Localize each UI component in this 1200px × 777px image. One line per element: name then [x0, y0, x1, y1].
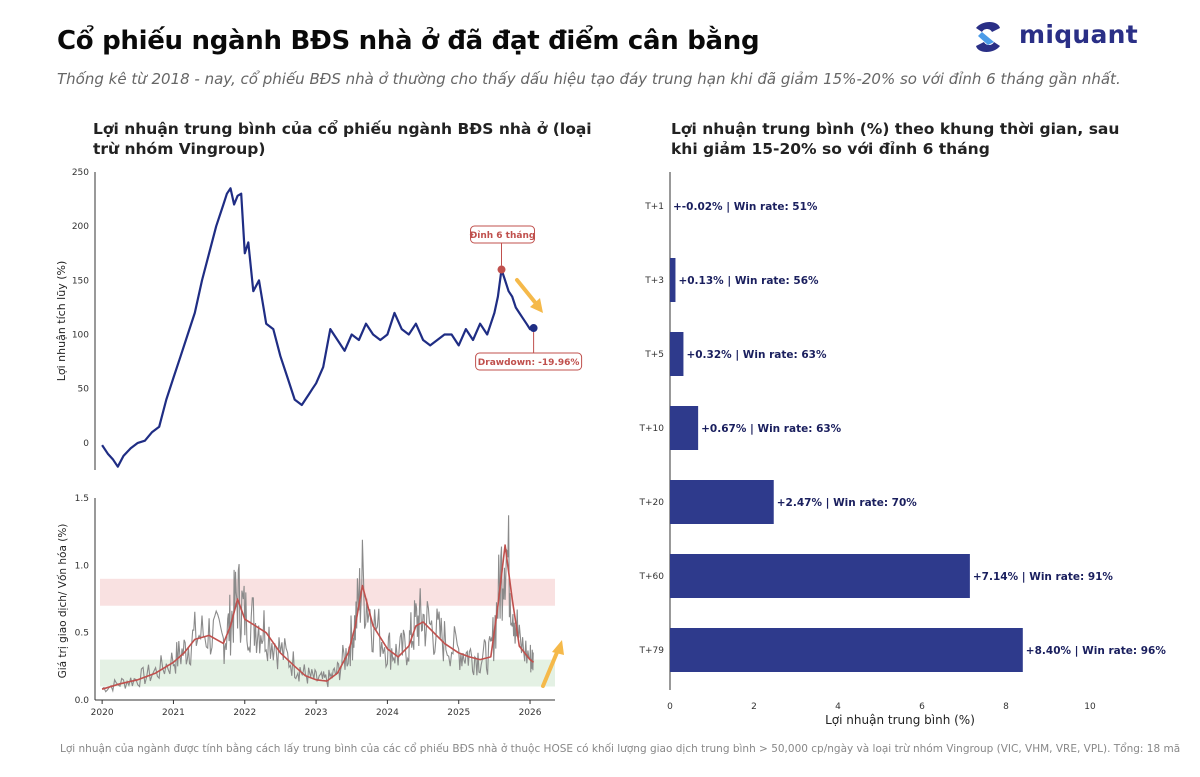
bar-value-label: +0.13% | Win rate: 56% — [678, 275, 819, 287]
downtrend-arrow-shaft — [515, 278, 540, 308]
footnote: Lợi nhuận của ngành được tính bằng cách … — [60, 743, 1181, 755]
page-subtitle: Thống kê từ 2018 - nay, cổ phiếu BĐS nhà… — [57, 70, 1121, 88]
bar-category-label: T+3 — [644, 276, 664, 286]
top-y-tick-label: 100 — [72, 331, 89, 341]
bar-x-axis-label: Lợi nhuận trung bình (%) — [825, 713, 975, 727]
top-y-tick-label: 250 — [72, 168, 89, 178]
bar-category-label: T+1 — [644, 202, 664, 212]
bottom-x-tick-label: 2020 — [91, 708, 114, 718]
bar-value-label: +7.14% | Win rate: 91% — [973, 571, 1114, 583]
right-chart-title: Lợi nhuận trung bình (%) theo khung thời… — [671, 120, 1120, 158]
bar-x-tick-label: 6 — [919, 702, 925, 712]
bottom-y-tick-label: 1.0 — [75, 561, 90, 571]
top-y-axis-label: Lợi nhuận tích lũy (%) — [55, 261, 68, 382]
logo-text: miquant — [1019, 20, 1139, 49]
uptrend-arrow-head — [552, 640, 564, 655]
bar-category-label: T+5 — [644, 350, 664, 360]
downtrend-arrow-head — [530, 298, 543, 313]
return-bar — [670, 480, 774, 524]
bottom-x-tick-label: 2024 — [376, 708, 399, 718]
bottom-y-axis-label: Giá trị giao dịch/ Vốn hóa (%) — [57, 524, 69, 679]
bar-category-label: T+79 — [639, 646, 665, 656]
bottom-x-tick-label: 2021 — [162, 708, 185, 718]
bar-category-label: T+20 — [639, 498, 665, 508]
bottom-x-tick-label: 2026 — [519, 708, 542, 718]
left-chart-title: Lợi nhuận trung bình của cổ phiếu ngành … — [93, 120, 592, 158]
bottom-x-tick-label: 2023 — [305, 708, 328, 718]
return-bar — [670, 628, 1023, 672]
bottom-x-tick-label: 2025 — [447, 708, 470, 718]
turnover-average-line — [101, 544, 535, 690]
top-y-tick-label: 50 — [78, 385, 90, 395]
bar-x-tick-label: 8 — [1003, 702, 1009, 712]
overheated-zone-band — [100, 578, 555, 606]
bar-x-tick-label: 2 — [751, 702, 757, 712]
bottom-y-tick-label: 0.0 — [75, 696, 90, 706]
uptrend-arrow-shaft — [541, 648, 560, 688]
bar-x-tick-label: 10 — [1084, 702, 1096, 712]
peak-annotation-label: Đỉnh 6 tháng — [470, 230, 536, 241]
bar-value-label: +0.32% | Win rate: 63% — [686, 349, 827, 361]
peak-annotation-box — [470, 225, 536, 244]
peak-point — [497, 265, 506, 274]
bar-x-tick-label: 4 — [835, 702, 841, 712]
bar-value-label: +0.67% | Win rate: 63% — [701, 423, 842, 435]
bar-value-label: +2.47% | Win rate: 70% — [777, 497, 918, 509]
bottom-y-tick-label: 1.5 — [75, 494, 89, 504]
top-y-tick-label: 0 — [83, 439, 89, 449]
bar-value-label: +-0.02% | Win rate: 51% — [673, 201, 818, 213]
bar-value-label: +8.40% | Win rate: 96% — [1026, 645, 1167, 657]
return-bar — [670, 332, 684, 376]
return-bar — [670, 258, 676, 302]
cumulative-return-line — [101, 187, 534, 468]
return-bar — [670, 554, 970, 598]
drawdown-annotation-label: Drawdown: -19.96% — [478, 358, 580, 368]
miquant-logo-icon — [976, 22, 1000, 52]
bar-category-label: T+60 — [639, 572, 665, 582]
top-y-tick-label: 200 — [72, 222, 89, 232]
bar-x-tick-label: 0 — [667, 702, 673, 712]
bottom-y-tick-label: 0.5 — [75, 629, 89, 639]
return-bar — [670, 406, 699, 450]
drawdown-annotation-box — [475, 352, 583, 371]
bar-category-label: T+10 — [639, 424, 665, 434]
drawdown-point — [529, 324, 538, 333]
bottom-x-tick-label: 2022 — [233, 708, 256, 718]
top-y-tick-label: 150 — [72, 276, 89, 286]
page-title: Cổ phiếu ngành BĐS nhà ở đã đạt điểm cân… — [57, 26, 760, 56]
